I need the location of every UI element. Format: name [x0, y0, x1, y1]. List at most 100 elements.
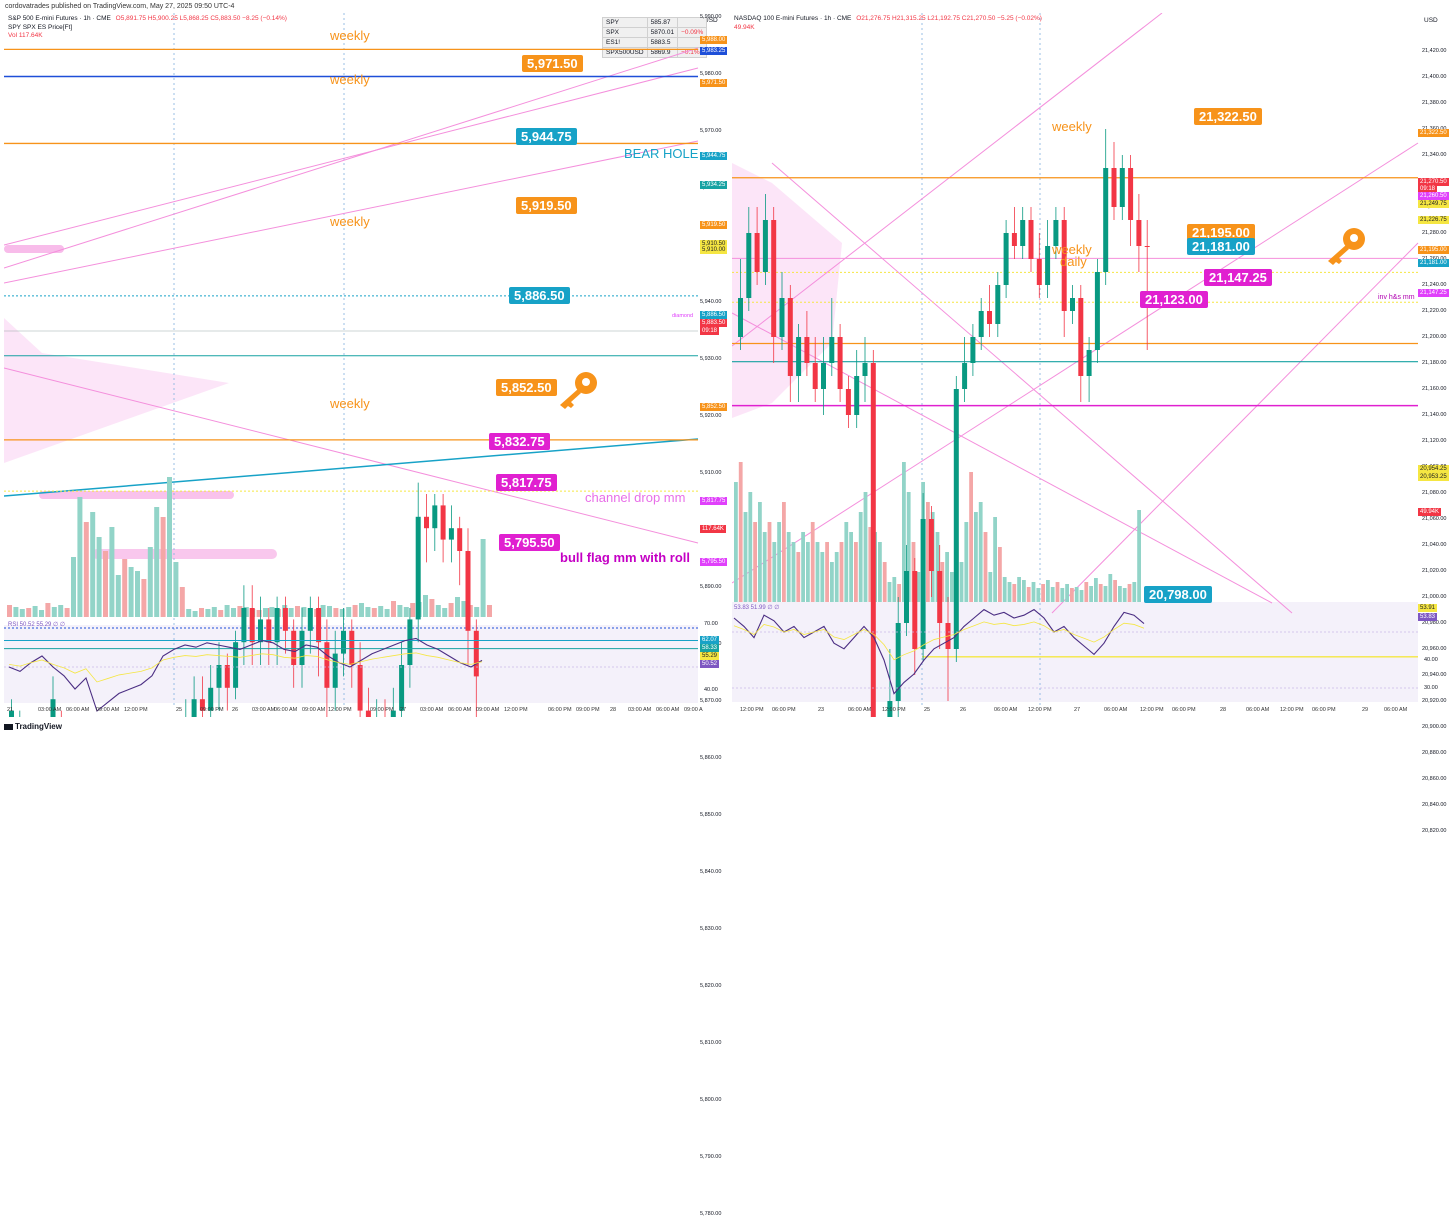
- candle: [407, 619, 413, 665]
- candle: [341, 630, 346, 654]
- candle: [1103, 168, 1109, 272]
- price-callout[interactable]: 5,832.75: [489, 433, 550, 450]
- volume-bar: [791, 542, 796, 602]
- volume-bar: [1002, 577, 1007, 602]
- volume-bar: [231, 608, 236, 617]
- volume-bar: [135, 571, 140, 617]
- candle: [316, 608, 322, 643]
- left-chart-canvas[interactable]: [4, 13, 728, 717]
- rsi-tag: 53.91: [1418, 604, 1438, 612]
- time-tick: 27: [400, 707, 407, 713]
- price-tick: 21,380.00: [1422, 100, 1447, 106]
- left-time-axis[interactable]: 21 03:00 AM 06:00 AM 09:00 AM 12:00 PM 25 09:0…: [4, 707, 703, 717]
- price-callout[interactable]: 21,195.00: [1187, 224, 1255, 241]
- left-indicator-line[interactable]: SPY SPX ES Price[Ft]: [8, 24, 73, 31]
- rsi-tag: 55.29: [700, 652, 720, 660]
- compare-table[interactable]: SPY 585.87 SPX 5870.01 −0.09% ES1! 5883.5 SPX50…: [602, 17, 708, 58]
- channel-line: [732, 142, 1419, 584]
- volume-bar: [167, 477, 172, 617]
- price-tick: 5,860.00: [700, 755, 722, 761]
- rsi-tag: 50.52: [700, 660, 720, 668]
- price-callout[interactable]: 21,123.00: [1140, 291, 1208, 308]
- compare-row[interactable]: SPX500USD 5869.9 −0.1%: [602, 47, 708, 58]
- right-rsi-pane[interactable]: 53.83 51.99 ∅ ∅: [732, 602, 1418, 698]
- price-callout[interactable]: 5,886.50: [509, 287, 570, 304]
- candle: [771, 220, 777, 337]
- candle: [390, 710, 396, 717]
- volume-bar: [734, 482, 738, 602]
- price-tag: 09:18: [700, 327, 720, 335]
- price-tick: 5,910.00: [700, 470, 722, 476]
- volume-bar: [352, 605, 358, 617]
- price-tick: 21,180.00: [1422, 360, 1447, 366]
- volume-bar: [1118, 586, 1122, 602]
- left-chart-pane[interactable]: S&P 500 E-mini Futures · 1h · CME O5,891…: [4, 13, 728, 1217]
- price-tag: 21,270.50: [1418, 178, 1449, 186]
- rsi-tick: 40.00: [704, 687, 718, 693]
- right-rsi-label: 53.83 51.99 ∅ ∅: [734, 605, 780, 611]
- left-symbol-title[interactable]: S&P 500 E-mini Futures · 1h · CME O5,891…: [8, 15, 287, 22]
- price-callout[interactable]: 5,971.50: [522, 55, 583, 72]
- volume-bar: [916, 572, 921, 602]
- time-tick: 26: [232, 707, 239, 713]
- price-callout[interactable]: 21,322.50: [1194, 108, 1262, 125]
- volume-bar: [959, 562, 964, 602]
- volume-bar: [782, 502, 786, 602]
- volume-bar: [1012, 584, 1017, 602]
- price-tick: 21,200.00: [1422, 334, 1447, 340]
- label-diamond: diamond: [672, 313, 694, 319]
- time-tick: 29: [1362, 707, 1369, 713]
- left-volume-line[interactable]: Vol 117.64K: [8, 32, 43, 39]
- left-pink-highlight: [4, 245, 64, 253]
- right-price-axis[interactable]: 21,420.0021,400.0021,380.0021,360.0021,3…: [1418, 13, 1454, 834]
- volume-bar: [122, 559, 128, 617]
- price-callout[interactable]: 5,852.50: [496, 379, 557, 396]
- right-chart-pane[interactable]: NASDAQ 100 E-mini Futures · 1h · CME O21…: [732, 13, 1454, 834]
- tradingview-logo[interactable]: TradingView: [4, 722, 62, 731]
- right-chart-canvas[interactable]: [732, 13, 1454, 717]
- candle: [1053, 220, 1059, 246]
- candle: [920, 519, 926, 649]
- price-tick: 20,820.00: [1422, 828, 1447, 834]
- volume-bar: [365, 607, 371, 617]
- price-tag: 5,944.75: [700, 152, 728, 160]
- volume-bar: [743, 512, 748, 602]
- price-tick: 5,870.00: [700, 698, 722, 704]
- rsi-ma-line: [8, 652, 483, 683]
- price-tag: 21,260.50: [1418, 192, 1449, 200]
- left-rsi-pane[interactable]: RSI 50.52 55.29 ∅ ∅: [4, 609, 698, 705]
- volume-bar: [192, 611, 198, 617]
- candle: [787, 298, 793, 376]
- time-tick: 12:00 PM: [328, 707, 352, 713]
- price-tag: 21,147.25: [1418, 289, 1449, 297]
- price-tick: 21,020.00: [1422, 568, 1447, 574]
- right-volume-line[interactable]: 49.94K: [734, 24, 755, 31]
- price-callout[interactable]: 21,147.25: [1204, 269, 1272, 286]
- candle: [904, 571, 909, 623]
- volume-bar: [263, 608, 268, 617]
- volume-bar: [772, 542, 777, 602]
- candle: [895, 623, 901, 701]
- price-callout[interactable]: 5,919.50: [516, 197, 577, 214]
- rsi-tick: 70.00: [704, 621, 718, 627]
- price-callout[interactable]: 21,181.00: [1187, 238, 1255, 255]
- price-tick: 21,240.00: [1422, 282, 1447, 288]
- price-tag: 5,852.50: [700, 403, 728, 411]
- price-callout[interactable]: 5,944.75: [516, 128, 577, 145]
- right-time-axis[interactable]: 12:00 PM 06:00 PM 23 06:00 AM 12:00 PM 25 26 06…: [732, 707, 1418, 717]
- price-callout[interactable]: 5,817.75: [496, 474, 557, 491]
- price-tick: 5,940.00: [700, 299, 722, 305]
- volume-bar: [1041, 584, 1045, 602]
- candle: [282, 608, 288, 631]
- right-symbol-title[interactable]: NASDAQ 100 E-mini Futures · 1h · CME O21…: [734, 15, 1042, 22]
- volume-bar: [1007, 582, 1012, 602]
- time-tick: 09:00 AM: [476, 707, 500, 713]
- price-callout[interactable]: 5,795.50: [499, 534, 560, 551]
- candle: [1119, 168, 1125, 207]
- volume-bar: [820, 552, 825, 602]
- price-tag: 5,910.00: [700, 246, 728, 254]
- label-inv-hs: inv h&s mm: [1378, 294, 1415, 301]
- candle: [870, 363, 876, 717]
- channel-line: [4, 140, 699, 284]
- price-callout[interactable]: 20,798.00: [1144, 586, 1212, 603]
